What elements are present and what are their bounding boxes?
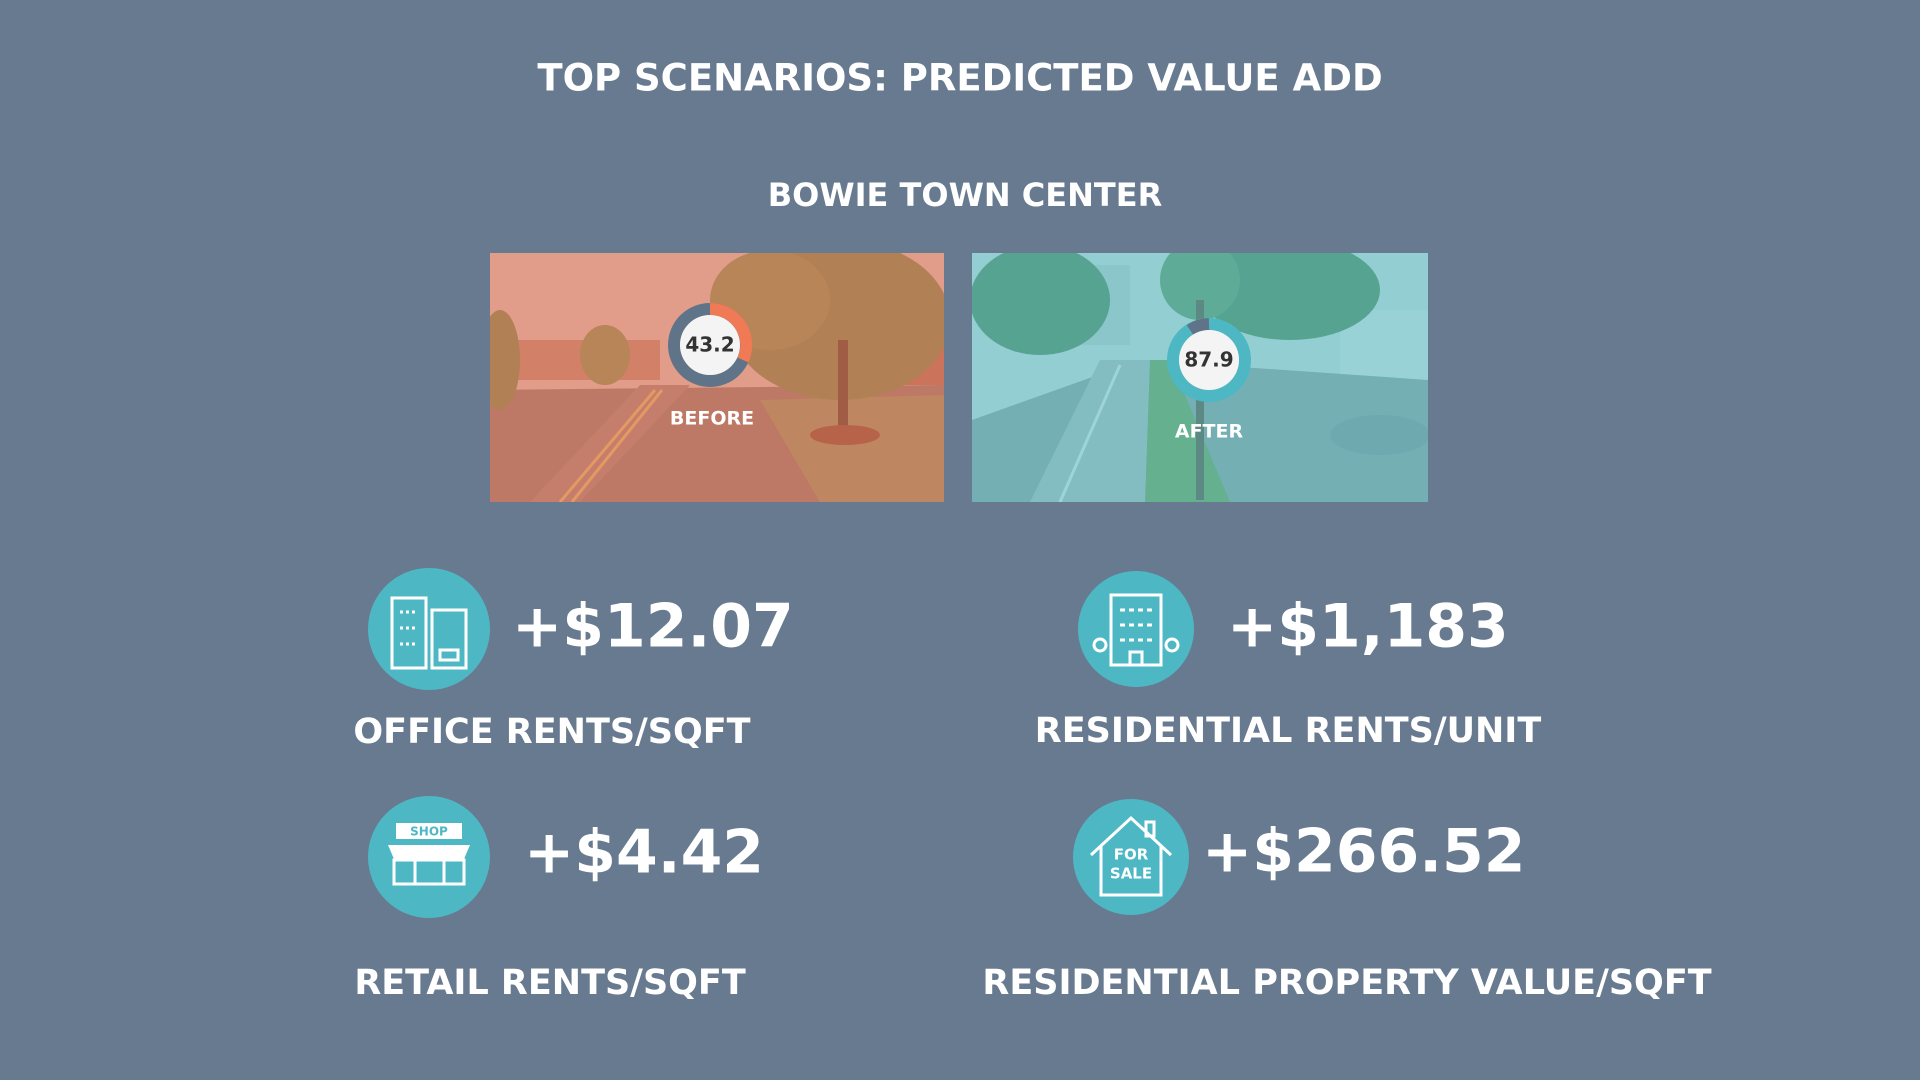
metric-value: +$266.52 [1202,817,1526,887]
shop-icon [368,796,490,918]
metric-value: +$4.42 [524,818,764,888]
before-score: 43.2 [685,333,734,357]
after-gauge [1167,318,1251,402]
office-icon [368,568,490,690]
before-gauge [668,302,753,387]
sign-text: SALE [1110,865,1152,883]
after-score: 87.9 [1184,348,1233,372]
title: TOP SCENARIOS: PREDICTED VALUE ADD [537,57,1382,100]
location: BOWIE TOWN CENTER [768,176,1163,214]
after-photo [972,253,1428,502]
sign-text: FOR [1114,846,1149,864]
after-label: AFTER [1175,421,1244,443]
before-label: BEFORE [670,408,754,430]
for-sale-icon [1073,799,1189,915]
apartment-icon [1078,571,1194,687]
metric-label: RESIDENTIAL RENTS/UNIT [1035,711,1542,751]
metric-value: +$12.07 [512,592,794,662]
before-photo [490,253,944,502]
metric-value: +$1,183 [1227,592,1509,662]
metric-label: RESIDENTIAL PROPERTY VALUE/SQFT [982,963,1711,1003]
metric-label: RETAIL RENTS/SQFT [354,963,746,1003]
shop-sign: SHOP [410,825,448,839]
metric-label: OFFICE RENTS/SQFT [353,712,750,752]
